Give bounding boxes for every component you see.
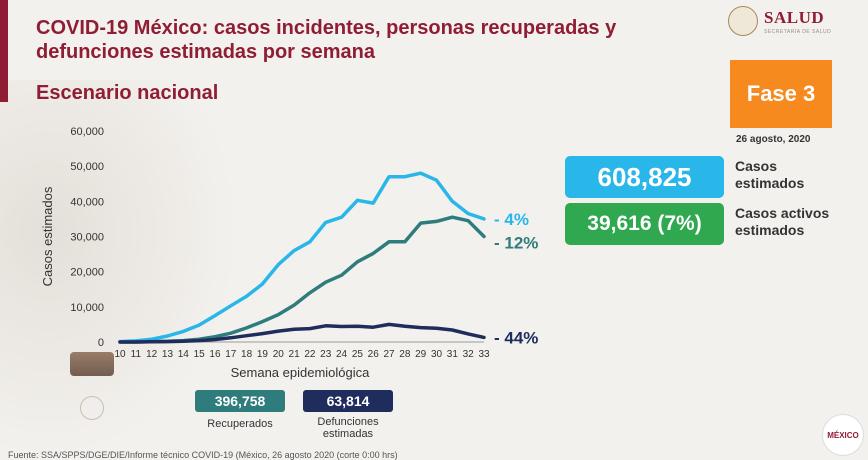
x-tick-label: 31 [447, 349, 459, 360]
x-tick-label: 16 [209, 349, 221, 360]
salud-logo: SALUD SECRETARÍA DE SALUD [728, 6, 838, 40]
estimated-cases-label-line1: Casos [735, 158, 778, 174]
x-tick-label: 10 [114, 349, 126, 360]
deaths-total: 63,814 [303, 390, 393, 412]
series-end-label: - 4% [494, 210, 529, 229]
page-subtitle: Escenario nacional [36, 82, 219, 104]
x-tick-label: 30 [431, 349, 443, 360]
x-tick-label: 22 [304, 349, 316, 360]
recovered-label: Recuperados [207, 418, 273, 430]
series-line [118, 171, 486, 344]
accent-bar [0, 0, 8, 102]
series-end-label: - 12% [494, 234, 538, 253]
deaths-label-line2: estimadas [322, 428, 374, 440]
gobierno-mexico-logo: MÉXICO [822, 414, 864, 456]
y-tick-label: 50,000 [70, 161, 104, 173]
x-axis-title: Semana epidemiológica [231, 365, 371, 380]
x-tick-label: 13 [162, 349, 174, 360]
series-line [118, 322, 486, 344]
active-cases-label: Casos activos estimados [735, 205, 829, 239]
phase-badge: Fase 3 [730, 60, 832, 128]
deaths-label: Defunciones estimadas [298, 416, 398, 440]
historical-figures-image [70, 352, 114, 376]
active-cases-label-line2: estimados [735, 222, 805, 238]
x-tick-label: 27 [383, 349, 395, 360]
x-tick-label: 26 [368, 349, 380, 360]
active-cases-label-line1: Casos activos [735, 205, 830, 221]
seal-icon [728, 6, 758, 36]
x-tick-label: 20 [273, 349, 285, 360]
deaths-label-line1: Defunciones [317, 416, 379, 428]
x-tick-label: 11 [131, 349, 142, 360]
estimated-cases-label-line2: estimados [735, 175, 805, 191]
x-tick-label: 32 [463, 349, 475, 360]
x-tick-label: 33 [478, 349, 490, 360]
estimated-cases-label: Casos estimados [735, 158, 804, 192]
series-end-label: - 44% [494, 328, 538, 347]
page-title: COVID-19 México: casos incidentes, perso… [36, 17, 617, 63]
x-tick-label: 14 [178, 349, 190, 360]
recovered-total: 396,758 [195, 390, 285, 412]
logo-name: SALUD [764, 8, 825, 27]
source-note: Fuente: SSA/SPPS/DGE/DIE/Informe técnico… [8, 450, 398, 460]
x-tick-label: 24 [336, 349, 348, 360]
x-tick-label: 18 [241, 349, 253, 360]
report-date: 26 agosto, 2020 [736, 134, 811, 145]
y-tick-label: 20,000 [70, 267, 104, 279]
x-tick-label: 12 [146, 349, 158, 360]
y-axis-title: Casos estimados [40, 186, 55, 286]
y-tick-label: 40,000 [70, 196, 104, 208]
y-tick-label: 0 [98, 337, 104, 349]
x-tick-label: 19 [257, 349, 269, 360]
x-tick-label: 29 [415, 349, 427, 360]
x-tick-label: 17 [225, 349, 237, 360]
y-tick-label: 30,000 [70, 232, 104, 244]
decorative-seal-icon [80, 396, 104, 420]
x-tick-label: 25 [352, 349, 364, 360]
weekly-cases-chart: 0 10,000 20,000 30,000 40,000 50,000 60,000 10 1… [40, 126, 538, 380]
series-line [118, 215, 486, 344]
y-tick-label: 60,000 [70, 126, 104, 138]
estimated-cases-value: 608,825 [565, 156, 724, 198]
logo-subtext: SECRETARÍA DE SALUD [764, 29, 832, 35]
x-tick-label: 21 [289, 349, 301, 360]
active-cases-value: 39,616 (7%) [565, 203, 724, 245]
x-tick-label: 23 [320, 349, 332, 360]
x-tick-label: 28 [399, 349, 411, 360]
x-tick-label: 15 [194, 349, 206, 360]
y-tick-label: 10,000 [70, 302, 104, 314]
